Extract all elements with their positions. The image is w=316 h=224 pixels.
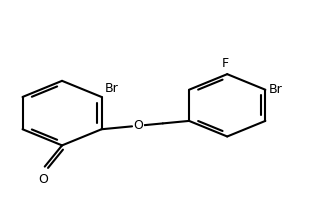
Text: F: F xyxy=(222,57,229,70)
Text: O: O xyxy=(38,173,48,186)
Text: O: O xyxy=(133,119,143,132)
Text: Br: Br xyxy=(105,82,118,95)
Text: Br: Br xyxy=(269,83,282,96)
